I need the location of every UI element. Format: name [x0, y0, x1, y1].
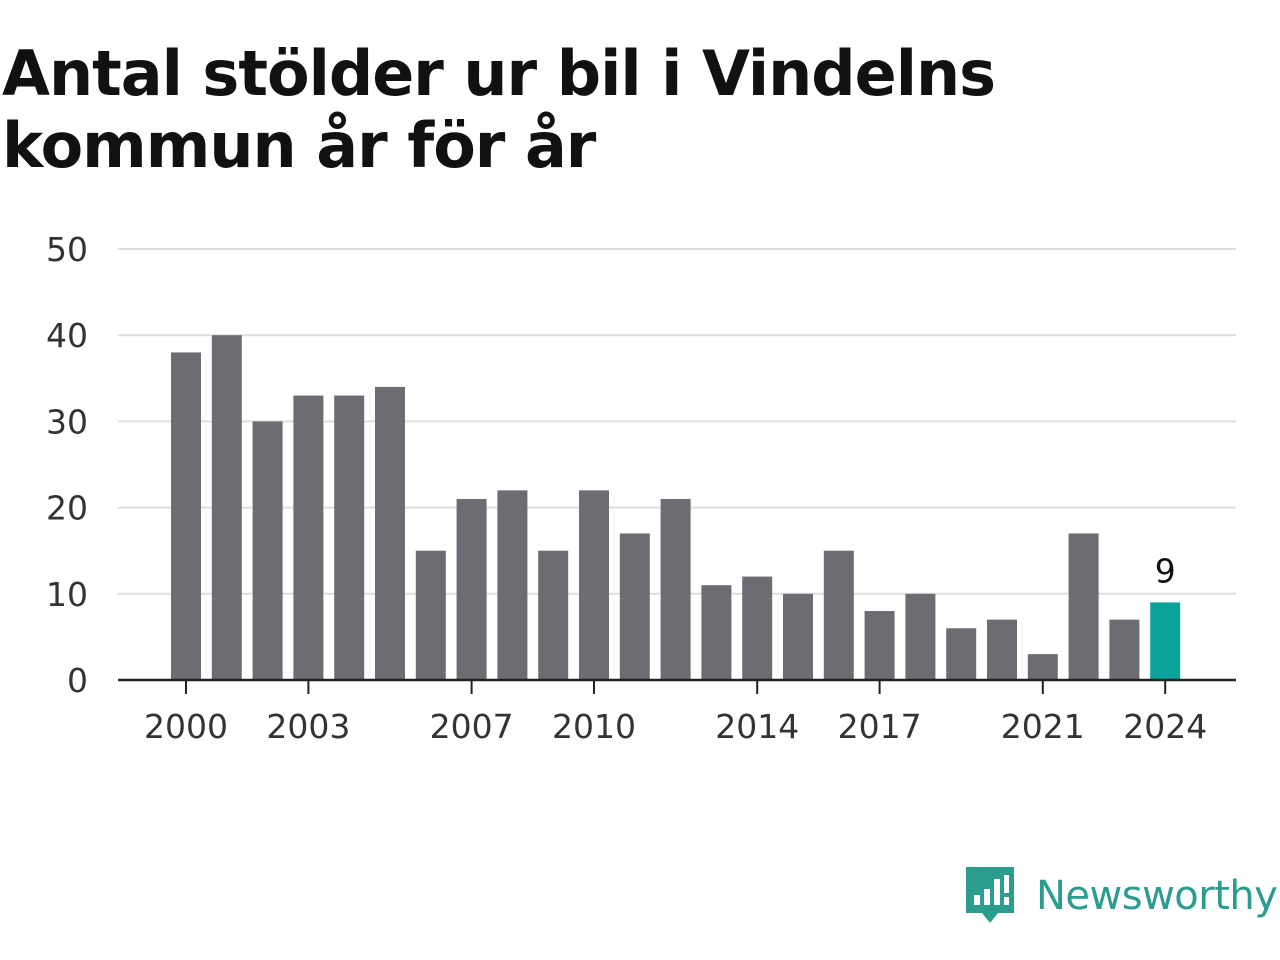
bar-2005: [375, 386, 405, 680]
bar-2023: [1109, 619, 1140, 680]
axes: [118, 678, 1236, 694]
data-label-2024: 9: [1155, 551, 1176, 590]
bar-2008: [497, 490, 528, 680]
bar-2007: [456, 498, 487, 680]
bar-2012: [660, 498, 691, 680]
x-tick-label-2014: 2014: [715, 707, 799, 746]
bar-2004: [334, 395, 365, 680]
x-tick-label-2017: 2017: [838, 707, 922, 746]
x-tick-label-2003: 2003: [266, 707, 350, 746]
x-tick-label-2000: 2000: [144, 707, 228, 746]
bar-2019: [946, 628, 977, 680]
bar-2014: [742, 576, 773, 680]
brand-name: Newsworthy: [1036, 873, 1278, 919]
labels: 0 10 20 30 40 50 9 2000 2003 2007 2010 2014 2017 2021…: [46, 230, 1207, 746]
bar-2018: [905, 593, 936, 680]
bar-2006: [415, 550, 446, 680]
y-tick-label-0: 0: [67, 661, 88, 700]
chart-title: Antal stölder ur bil i Vindelns kommun å…: [2, 37, 996, 182]
bar-2015: [783, 593, 813, 680]
x-tick-label-2010: 2010: [552, 707, 636, 746]
bar-2017: [864, 611, 895, 680]
bar-2010: [579, 490, 609, 680]
bar-2024: [1150, 602, 1181, 680]
y-tick-label-50: 50: [46, 230, 88, 269]
bar-2020: [987, 619, 1017, 680]
bar-2022: [1068, 533, 1099, 680]
bar-2003: [293, 395, 324, 680]
x-tick-label-2024: 2024: [1123, 707, 1207, 746]
newsworthy-logo-icon: [966, 867, 1014, 923]
bar-2000: [171, 352, 201, 680]
bar-2011: [619, 533, 650, 680]
bar-2009: [538, 550, 569, 680]
y-tick-label-40: 40: [46, 316, 88, 355]
y-tick-label-30: 30: [46, 402, 88, 441]
bar-2001: [211, 335, 242, 680]
bar-2021: [1027, 654, 1058, 680]
bar-2016: [823, 550, 854, 680]
y-tick-label-20: 20: [46, 489, 88, 528]
brand-logo: Newsworthy: [964, 864, 1278, 928]
bar-2013: [701, 585, 732, 680]
x-tick-label-2021: 2021: [1001, 707, 1085, 746]
y-tick-label-10: 10: [46, 575, 88, 614]
x-tick-label-2007: 2007: [430, 707, 514, 746]
bar-2002: [252, 421, 283, 680]
bars: [171, 335, 1181, 680]
